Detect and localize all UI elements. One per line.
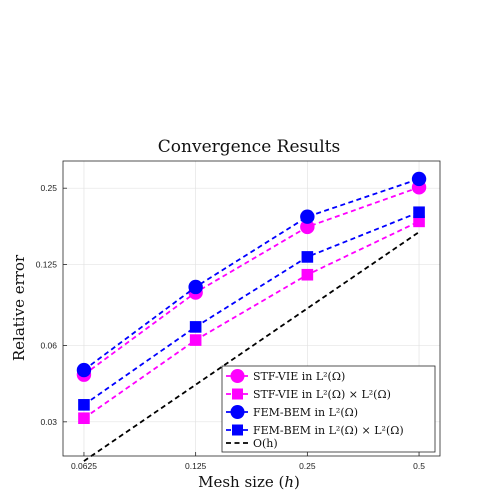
legend-marker-square bbox=[232, 424, 243, 436]
data-point-circle bbox=[300, 209, 315, 224]
y-tick-label: 0.03 bbox=[40, 417, 57, 427]
legend-marker-square bbox=[232, 388, 243, 400]
data-point-square bbox=[301, 268, 314, 281]
x-tick-label: 0.5 bbox=[413, 461, 425, 471]
legend-marker-circle bbox=[230, 405, 245, 419]
legend-label-0: STF-VIE in L²(Ω) bbox=[253, 370, 345, 383]
legend-label-2: FEM-BEM in L²(Ω) bbox=[253, 406, 358, 419]
legend-label-3: FEM-BEM in L²(Ω) × L²(Ω) bbox=[253, 424, 404, 437]
data-point-square bbox=[301, 251, 314, 263]
data-point-circle bbox=[411, 171, 427, 187]
data-point-square bbox=[78, 412, 90, 425]
data-point-square bbox=[413, 215, 425, 228]
series-layer bbox=[76, 171, 427, 425]
legend: STF-VIE in L²(Ω) STF-VIE in L²(Ω) × L²(Ω)… bbox=[221, 365, 436, 453]
series-line-1 bbox=[83, 220, 420, 419]
x-axis-title-main: Mesh size ( bbox=[198, 473, 284, 491]
data-point-square bbox=[189, 321, 202, 333]
x-axis-title-var: h bbox=[284, 473, 294, 491]
y-axis-title: Relative error bbox=[10, 254, 28, 361]
axis-ticks: 0.0625 0.125 0.25 0.5 0.03 0.06 0.125 0.25 bbox=[36, 183, 426, 471]
x-tick-label: 0.25 bbox=[299, 461, 316, 471]
data-point-square bbox=[413, 206, 425, 219]
legend-marker-circle bbox=[230, 369, 245, 383]
x-axis-title-close: ) bbox=[294, 473, 300, 491]
data-point-circle bbox=[76, 362, 92, 378]
data-point-square bbox=[189, 334, 202, 346]
series-line-3 bbox=[83, 211, 420, 406]
x-tick-label: 0.0625 bbox=[71, 461, 97, 471]
y-tick-label: 0.06 bbox=[40, 340, 57, 350]
y-tick-label: 0.125 bbox=[36, 260, 58, 270]
data-point-circle bbox=[300, 219, 315, 235]
plot-frame bbox=[62, 160, 441, 457]
legend-box bbox=[221, 365, 436, 453]
data-point-circle bbox=[188, 279, 203, 295]
chart-title: Convergence Results bbox=[158, 137, 340, 157]
series-line-0 bbox=[83, 186, 420, 376]
data-point-square bbox=[78, 399, 90, 411]
x-tick-label: 0.125 bbox=[185, 461, 207, 471]
legend-label-1: STF-VIE in L²(Ω) × L²(Ω) bbox=[253, 388, 391, 401]
x-axis-title: Mesh size (h) bbox=[198, 473, 300, 491]
y-tick-label: 0.25 bbox=[40, 183, 57, 193]
series-line-2 bbox=[83, 178, 420, 371]
legend-label-4: O(h) bbox=[253, 437, 278, 450]
